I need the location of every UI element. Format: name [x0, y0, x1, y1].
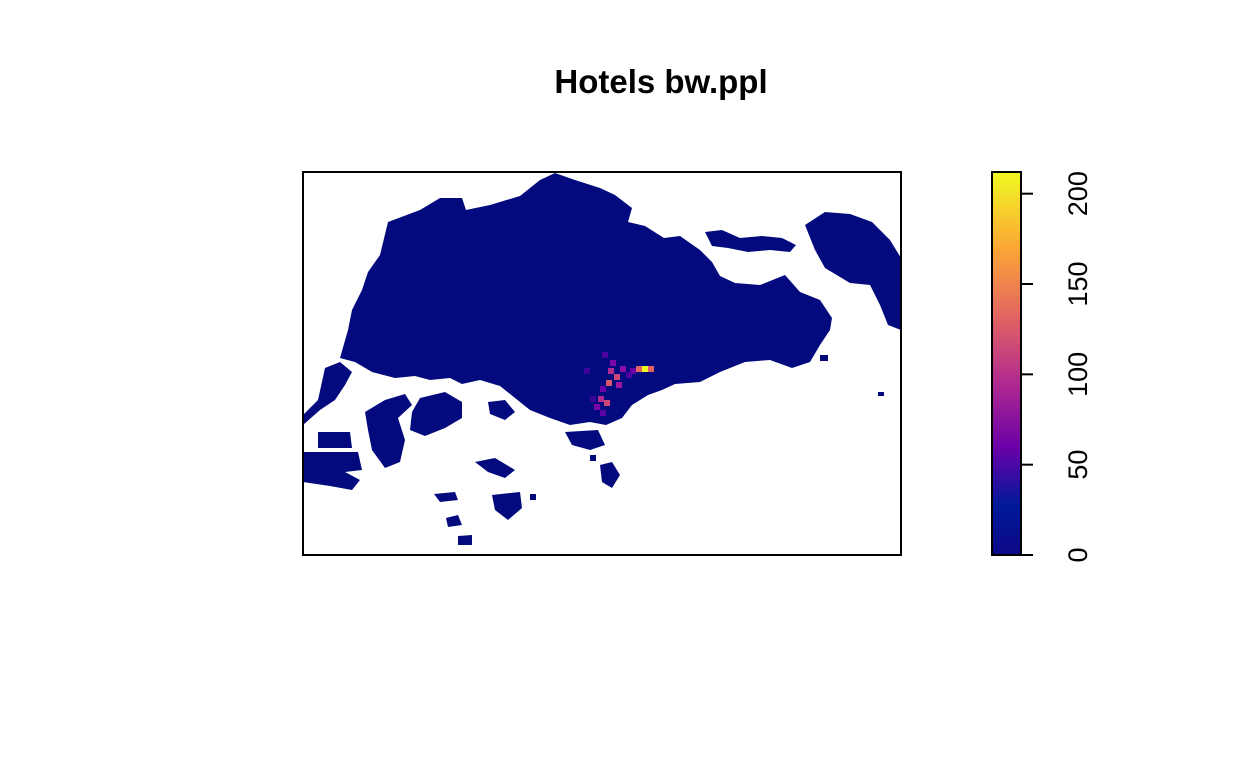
colorbar — [991, 171, 1022, 556]
tiny-islet-1 — [530, 494, 536, 500]
colorbar-tick-label: 200 — [1063, 171, 1093, 216]
hotspot-cell — [606, 380, 612, 386]
tiny-islet-3 — [820, 355, 828, 361]
density-map — [303, 173, 901, 545]
s-island-4 — [446, 515, 462, 527]
colorbar-tick-label: 0 — [1063, 547, 1093, 562]
hotspot-cell — [590, 396, 596, 402]
s-island-3 — [434, 492, 458, 502]
ne-island — [805, 212, 901, 330]
s-island-1 — [475, 458, 515, 478]
colorbar-tick-label: 150 — [1063, 261, 1093, 306]
hotspot-cell — [648, 366, 654, 372]
plot-frame — [302, 171, 902, 556]
colorbar-tick-label: 50 — [1063, 450, 1093, 480]
hotspot-cell — [604, 400, 610, 406]
colorbar-ticks: 0 50 100 150 200 — [1021, 171, 1093, 563]
hotspot-cell — [602, 352, 608, 358]
hotspot-cell — [614, 374, 620, 380]
main-island — [340, 173, 832, 425]
chart-title: Hotels bw.ppl — [554, 63, 767, 100]
hotspot-cell — [598, 396, 604, 402]
s-island-5 — [458, 535, 472, 545]
hotspots — [584, 352, 654, 416]
sw-island-2 — [410, 392, 462, 436]
hotspot-cell — [626, 372, 632, 378]
hotspot-cell — [600, 410, 606, 416]
west-shore-2 — [318, 432, 352, 448]
hotspot-cell — [584, 368, 590, 374]
sw-island-1 — [365, 394, 412, 468]
west-islands — [303, 362, 352, 425]
west-shore-1 — [303, 452, 362, 490]
hotspot-cell — [608, 368, 614, 374]
colorbar-tick-label: 100 — [1063, 352, 1093, 397]
tiny-islet-2 — [878, 392, 884, 396]
hotspot-cell — [636, 366, 642, 372]
hotspot-cell-peak — [642, 366, 648, 372]
hotspot-cell — [630, 368, 636, 374]
hotspot-cell — [594, 404, 600, 410]
s-island-2 — [492, 492, 522, 520]
hotspot-cell — [616, 382, 622, 388]
hotspot-cell — [620, 366, 626, 372]
north-strip — [705, 230, 796, 252]
se-island-2 — [600, 462, 620, 488]
tiny-islet-4 — [590, 455, 596, 461]
hotspot-cell — [610, 360, 616, 366]
hotspot-cell — [600, 386, 606, 392]
sw-island-3 — [488, 400, 515, 420]
se-island-1 — [565, 430, 605, 450]
